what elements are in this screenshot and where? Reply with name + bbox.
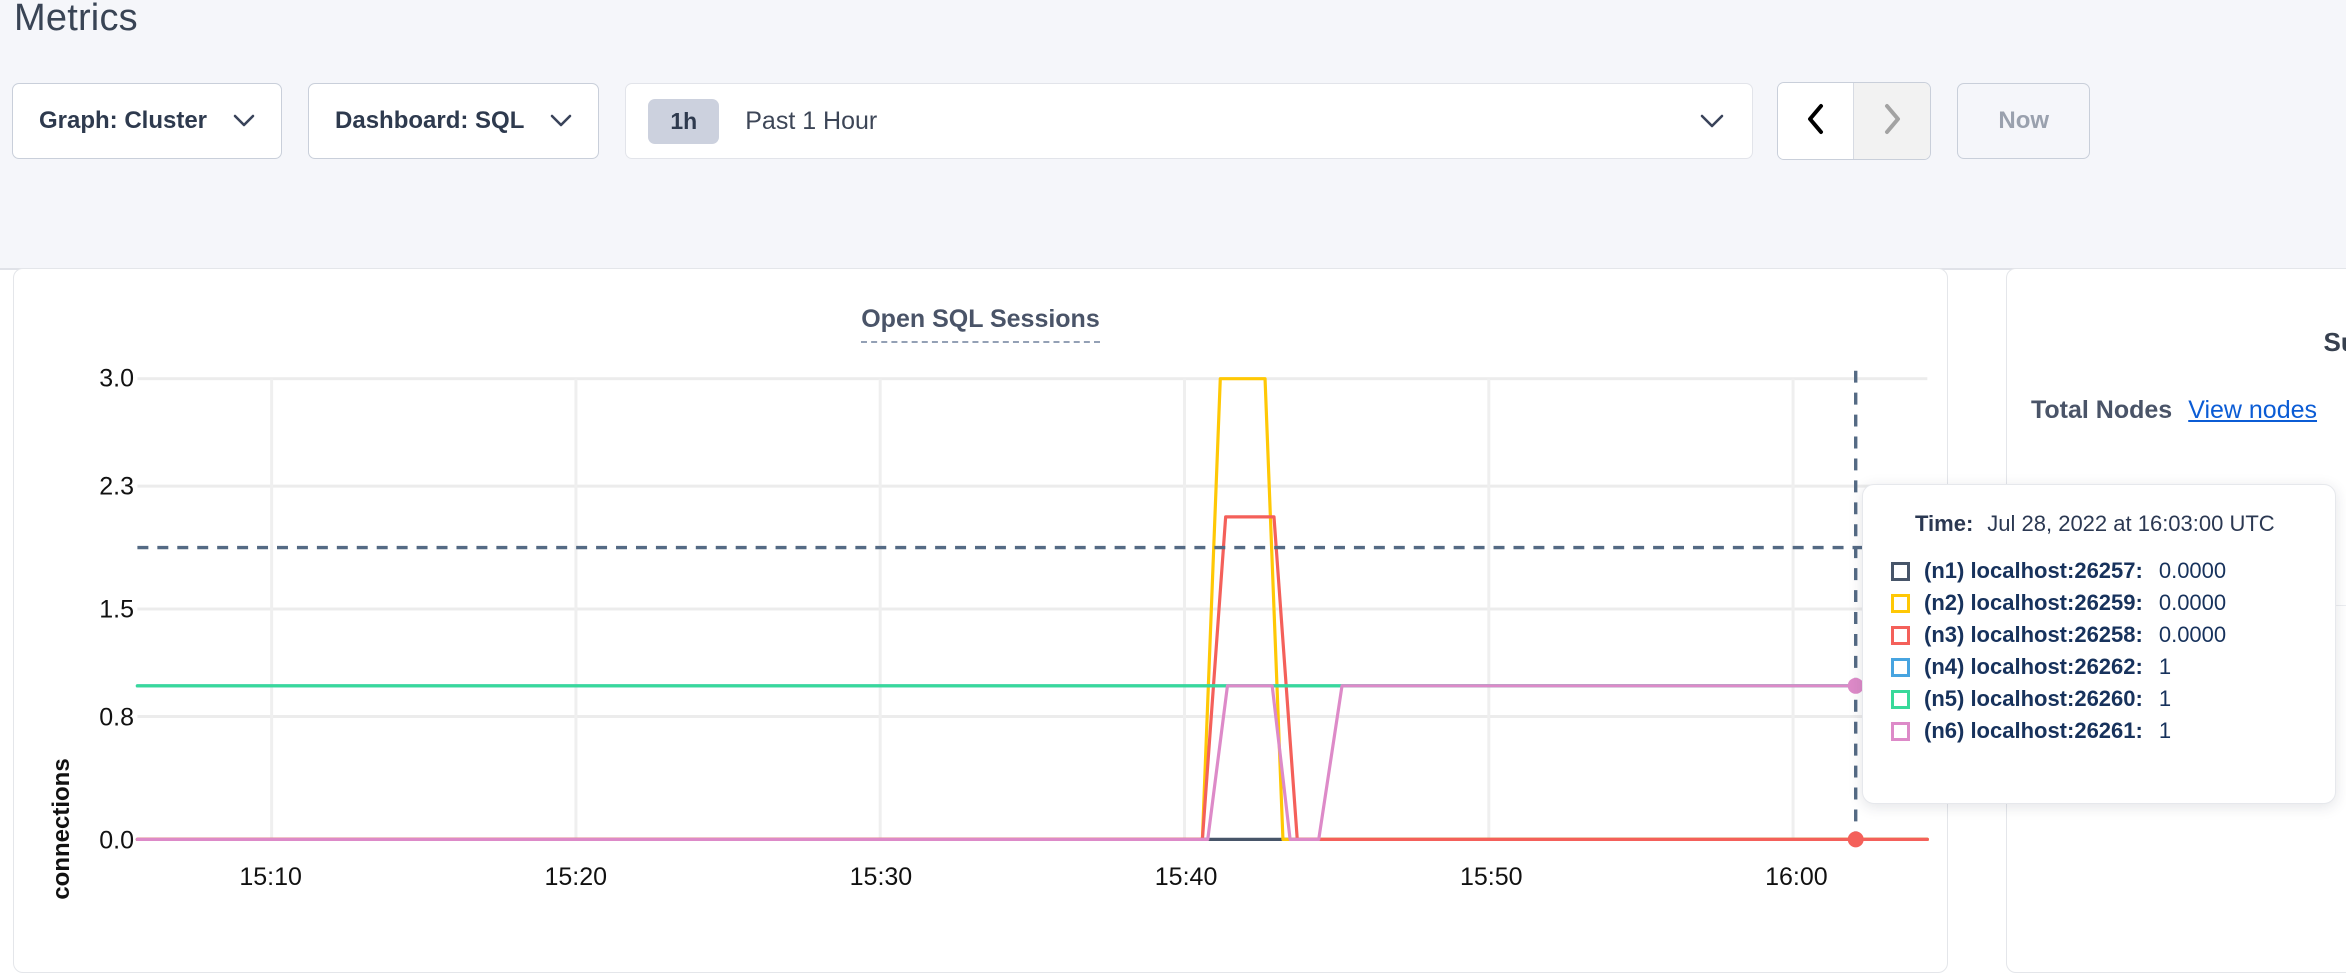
toolbar: Metrics Graph: Cluster Dashboard: SQL 1h… bbox=[0, 0, 2346, 270]
x-axis-tick-label: 15:50 bbox=[1459, 863, 1523, 891]
tooltip-series-value: 0.0000 bbox=[2158, 622, 2227, 647]
tooltip-series-name: (n6) localhost:26261: bbox=[1924, 718, 2143, 743]
series-color-swatch bbox=[1891, 721, 1910, 741]
series-color-swatch bbox=[1891, 593, 1910, 613]
data-point-marker bbox=[1847, 677, 1864, 694]
y-axis-tick-label: 2.3 bbox=[99, 472, 134, 501]
tooltip-row: (n3) localhost:26258: 0.0000 bbox=[1863, 619, 2335, 651]
y-axis-tick-label: 0.8 bbox=[99, 703, 134, 732]
tooltip-series-value: 0.0000 bbox=[2158, 558, 2227, 583]
data-point-marker bbox=[1847, 831, 1864, 848]
page-title: Metrics bbox=[14, 0, 138, 39]
series-color-swatch bbox=[1891, 689, 1910, 709]
tooltip-time-label: Time: bbox=[1915, 511, 1974, 536]
time-range-selector[interactable]: 1h Past 1 Hour bbox=[625, 83, 1754, 159]
chart-series-line bbox=[135, 684, 1929, 841]
tooltip-series-name: (n3) localhost:26258: bbox=[1924, 622, 2143, 647]
time-range-label: Past 1 Hour bbox=[745, 106, 878, 135]
tooltip-time: Time: Jul 28, 2022 at 16:03:00 UTC bbox=[1863, 511, 2335, 537]
chevron-left-icon bbox=[1805, 103, 1827, 140]
y-axis-tick-label: 1.5 bbox=[99, 595, 134, 624]
chart-title: Open SQL Sessions bbox=[14, 305, 1947, 343]
summary-title: Summ bbox=[2323, 327, 2346, 357]
x-axis-tick-label: 15:40 bbox=[1154, 863, 1218, 891]
tooltip-row: (n5) localhost:26260: 1 bbox=[1863, 683, 2335, 715]
y-axis-tick-label: 0.0 bbox=[99, 826, 134, 855]
chart-plot[interactable] bbox=[14, 269, 1947, 972]
tooltip-row: (n4) localhost:26262: 1 bbox=[1863, 651, 2335, 683]
chevron-down-icon bbox=[550, 114, 572, 128]
tooltip-series-value: 1 bbox=[2158, 686, 2172, 711]
chevron-down-icon bbox=[233, 114, 255, 128]
next-range-button[interactable] bbox=[1854, 83, 1931, 159]
x-axis-tick-label: 15:10 bbox=[239, 863, 302, 891]
graph-selector[interactable]: Graph: Cluster bbox=[12, 83, 283, 159]
tooltip-time-value: Jul 28, 2022 at 16:03:00 UTC bbox=[1987, 511, 2275, 536]
view-nodes-link[interactable]: View nodes bbox=[2188, 396, 2318, 424]
dashboard-selector-label: Dashboard: SQL bbox=[335, 107, 525, 134]
chevron-down-icon bbox=[1700, 114, 1724, 129]
x-axis-tick-label: 15:20 bbox=[544, 863, 608, 891]
chevron-right-icon bbox=[1881, 103, 1903, 140]
series-color-swatch bbox=[1891, 561, 1910, 581]
tooltip-row: (n2) localhost:26259: 0.0000 bbox=[1863, 587, 2335, 619]
graph-selector-label: Graph: Cluster bbox=[39, 107, 208, 134]
tooltip-row: (n6) localhost:26261: 1 bbox=[1863, 715, 2335, 747]
tooltip-series-value: 0.0000 bbox=[2158, 590, 2227, 615]
series-color-swatch bbox=[1891, 657, 1910, 677]
dashboard-selector[interactable]: Dashboard: SQL bbox=[308, 83, 600, 159]
total-nodes-row: Total Nodes View nodes bbox=[2031, 396, 2317, 425]
tooltip-row: (n1) localhost:26257: 0.0000 bbox=[1863, 555, 2335, 587]
x-axis-tick-label: 16:00 bbox=[1765, 863, 1828, 891]
tooltip-series-name: (n2) localhost:26259: bbox=[1924, 590, 2143, 615]
open-sql-sessions-chart-card: Open SQL Sessions connections 0.0 0.8 1.5 2… bbox=[13, 268, 1948, 973]
x-axis-tick-label: 15:30 bbox=[849, 863, 913, 891]
tooltip-series-name: (n1) localhost:26257: bbox=[1924, 558, 2143, 583]
chart-tooltip: Time: Jul 28, 2022 at 16:03:00 UTC (n1) … bbox=[1862, 484, 2336, 804]
time-nav-group bbox=[1777, 82, 1932, 160]
toolbar-controls: Graph: Cluster Dashboard: SQL 1h Past 1 … bbox=[12, 82, 2091, 160]
y-axis-tick-label: 3.0 bbox=[99, 364, 134, 393]
tooltip-series-value: 1 bbox=[2158, 718, 2172, 743]
tooltip-series-name: (n5) localhost:26260: bbox=[1924, 686, 2143, 711]
tooltip-series-name: (n4) localhost:26262: bbox=[1924, 654, 2143, 679]
tooltip-series-value: 1 bbox=[2158, 654, 2172, 679]
previous-range-button[interactable] bbox=[1778, 83, 1855, 159]
chart-series-line bbox=[135, 515, 1929, 841]
total-nodes-label: Total Nodes bbox=[2031, 396, 2173, 424]
time-range-badge: 1h bbox=[648, 98, 720, 144]
series-color-swatch bbox=[1891, 625, 1910, 645]
now-button[interactable]: Now bbox=[1957, 83, 2091, 159]
